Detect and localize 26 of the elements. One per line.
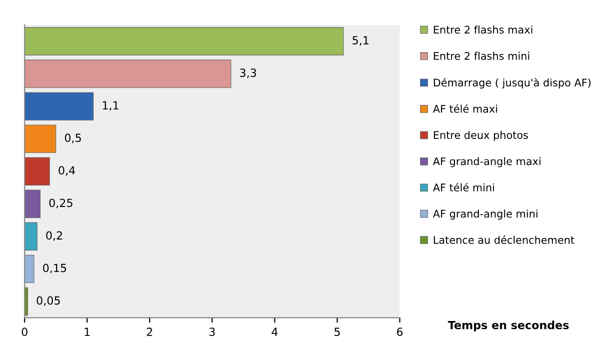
- data-label: 0,2: [46, 231, 62, 241]
- data-label: 0,15: [43, 264, 66, 274]
- legend-label: Latence au déclenchement: [434, 235, 574, 244]
- legend-label: AF grand-angle maxi: [432, 157, 540, 168]
- legend-label: Démarrage ( jusqu'à dispo AF): [434, 78, 591, 89]
- x-tick-label: 3: [209, 328, 215, 336]
- data-label: 0,4: [58, 166, 75, 176]
- x-tick-label: 5: [334, 328, 340, 336]
- data-label: 5,1: [352, 36, 368, 46]
- x-tick-label: 2: [146, 328, 152, 336]
- legend-label: Entre deux photos: [434, 130, 528, 141]
- data-label: 0,05: [36, 296, 60, 306]
- x-tick-label: 4: [272, 328, 278, 336]
- x-axis-title: Temps en secondes: [448, 320, 569, 332]
- legend-label: Entre 2 flashs maxi: [434, 26, 532, 34]
- x-tick-label: 1: [84, 328, 90, 336]
- data-label: 0,25: [49, 198, 72, 208]
- data-label: 0,5: [64, 134, 81, 144]
- x-tick-label: 0: [22, 328, 28, 336]
- legend-label: AF télé maxi: [432, 104, 498, 113]
- data-label: 3,3: [240, 68, 256, 78]
- x-tick-label: 6: [396, 328, 403, 336]
- legend-label: AF télé mini: [432, 182, 494, 192]
- legend-label: Entre 2 flashs mini: [434, 52, 530, 60]
- data-label: 1,1: [102, 101, 118, 111]
- legend-label: AF grand-angle mini: [432, 210, 538, 220]
